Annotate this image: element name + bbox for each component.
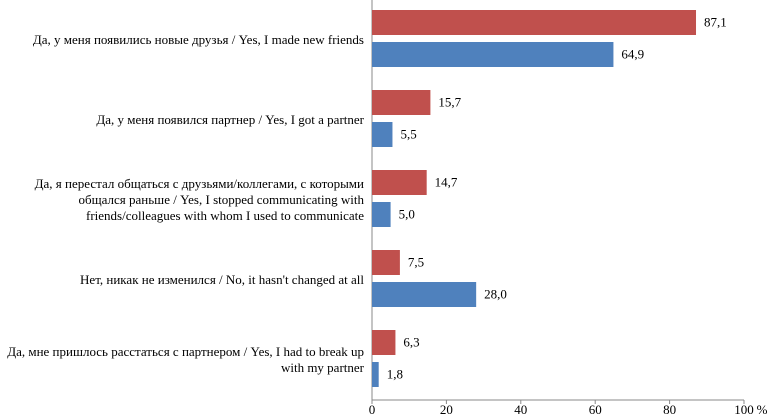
category-text: Да, у меня появились новые друзья / Yes,… xyxy=(32,32,364,47)
bar xyxy=(372,202,391,227)
category-label: Да, мне пришлось расстаться с партнером … xyxy=(2,320,364,400)
x-tick-label: 40 xyxy=(514,402,527,417)
category-text: Да, у меня появился партнер / Yes, I got… xyxy=(96,112,364,127)
value-label: 6,3 xyxy=(403,334,419,349)
x-tick-label: 80 xyxy=(663,402,676,417)
bar xyxy=(372,42,614,67)
x-tick-label: 60 xyxy=(589,402,602,417)
category-label: Да, у меня появились новые друзья / Yes,… xyxy=(2,0,364,80)
x-tick-label: 20 xyxy=(440,402,453,417)
value-label: 87,1 xyxy=(704,14,727,29)
bar xyxy=(372,170,427,195)
value-label: 28,0 xyxy=(484,286,507,301)
category-label: Нет, никак не изменился / No, it hasn't … xyxy=(2,240,364,320)
bar xyxy=(372,250,400,275)
bar xyxy=(372,282,477,307)
bar xyxy=(372,362,379,387)
bar xyxy=(372,330,396,355)
x-tick-label: 0 xyxy=(369,402,376,417)
value-label: 15,7 xyxy=(438,94,461,109)
bar xyxy=(372,90,431,115)
x-axis-label: % xyxy=(757,402,768,417)
value-label: 1,8 xyxy=(387,366,403,381)
bar xyxy=(372,122,393,147)
category-text: Да, мне пришлось расстаться с партнером … xyxy=(7,344,364,375)
value-label: 64,9 xyxy=(621,46,644,61)
value-label: 7,5 xyxy=(408,254,424,269)
category-text: Да, я перестал общаться с друзьями/колле… xyxy=(34,176,364,223)
category-label: Да, у меня появился партнер / Yes, I got… xyxy=(2,80,364,160)
category-label: Да, я перестал общаться с друзьями/колле… xyxy=(2,160,364,240)
x-tick-label: 100 xyxy=(734,402,754,417)
value-label: 5,5 xyxy=(400,126,416,141)
value-label: 5,0 xyxy=(399,206,415,221)
category-text: Нет, никак не изменился / No, it hasn't … xyxy=(80,272,364,287)
bar xyxy=(372,10,697,35)
value-label: 14,7 xyxy=(435,174,458,189)
